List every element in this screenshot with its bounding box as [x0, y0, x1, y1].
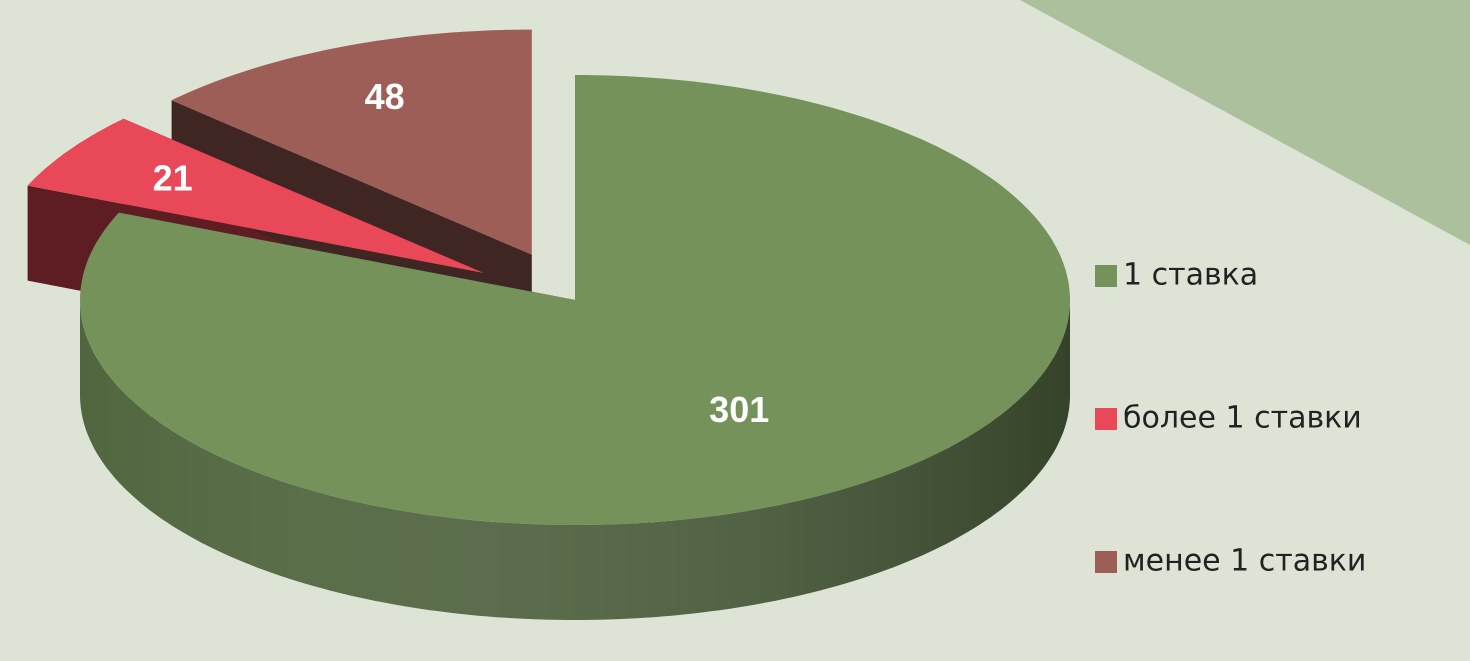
- slice: [171, 29, 532, 255]
- slice: [27, 118, 484, 273]
- legend-swatch: [1095, 551, 1117, 573]
- slice: [80, 75, 1070, 525]
- data-label: 21: [153, 157, 193, 198]
- legend-label: более 1 ставки: [1123, 401, 1362, 436]
- data-label: 301: [709, 389, 769, 430]
- legend-swatch: [1095, 265, 1117, 287]
- slice-side-shade: [80, 300, 1070, 620]
- pie: 301 21 48: [27, 29, 1070, 620]
- legend-label: менее 1 ставки: [1123, 544, 1366, 579]
- corner-decoration: [1020, 0, 1470, 245]
- legend-label: 1 ставка: [1123, 258, 1258, 293]
- legend-swatch: [1095, 408, 1117, 430]
- data-label: 48: [365, 76, 405, 117]
- legend: 1 ставка более 1 ставки менее 1 ставки: [1095, 258, 1366, 579]
